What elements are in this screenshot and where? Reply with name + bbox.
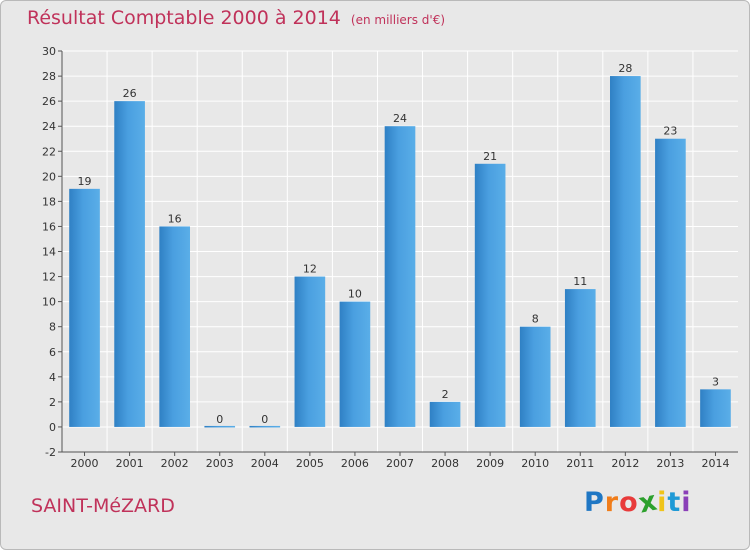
- bar: [384, 126, 416, 427]
- data-labels: 19 26 16 0 0 12 10 24 2 21 8 11 28 23 3: [78, 62, 719, 426]
- y-tick-label: 0: [49, 421, 56, 434]
- y-tick-label: 20: [42, 170, 56, 183]
- data-label: 2: [442, 388, 449, 401]
- logo-letter: t: [667, 487, 682, 518]
- commune-name: SAINT-MéZARD: [31, 495, 175, 517]
- x-tick-label: 2006: [341, 457, 369, 470]
- x-tick-label: 2004: [251, 457, 279, 470]
- y-tick-label: 30: [42, 45, 56, 58]
- x-tick-label: 2014: [701, 457, 729, 470]
- bar: [339, 301, 371, 427]
- logo-letter: i: [657, 487, 668, 518]
- data-label: 0: [261, 413, 268, 426]
- logo-letter: i: [681, 487, 692, 518]
- y-tick-label: 10: [42, 296, 56, 309]
- data-label: 10: [348, 288, 362, 301]
- logo-letter: r: [604, 487, 620, 518]
- y-tick-label: 16: [42, 220, 56, 233]
- bar: [159, 226, 190, 427]
- x-tick-label: 2005: [296, 457, 324, 470]
- data-label: 3: [712, 375, 719, 388]
- chart-title: Résultat Comptable 2000 à 2014 (en millie…: [27, 7, 445, 29]
- logo-letter: P: [584, 487, 605, 518]
- x-tick-label: 2000: [71, 457, 99, 470]
- data-label: 12: [303, 263, 317, 276]
- x-tick-label: 2013: [656, 457, 684, 470]
- data-label: 19: [78, 175, 92, 188]
- y-tick-label: 12: [42, 271, 56, 284]
- x-tick-label: 2009: [476, 457, 504, 470]
- y-tick-label: 18: [42, 195, 56, 208]
- x-tick-label: 2011: [566, 457, 594, 470]
- x-tick-label: 2010: [521, 457, 549, 470]
- logo-letter: o: [619, 487, 639, 518]
- y-tick-label: 14: [42, 246, 56, 259]
- y-tick-label: 2: [49, 396, 56, 409]
- proxiti-logo: Proxiti: [584, 485, 692, 519]
- data-label: 11: [573, 275, 587, 288]
- data-label: 26: [123, 87, 137, 100]
- x-tick-label: 2003: [206, 457, 234, 470]
- chart-subtitle: (en milliers d'€): [350, 13, 446, 27]
- y-tick-label: 8: [49, 321, 56, 334]
- bar: [69, 188, 100, 427]
- chart-title-text: Résultat Comptable 2000 à 2014: [27, 7, 341, 29]
- bar: [204, 425, 236, 428]
- y-tick-label: 26: [42, 95, 56, 108]
- bar: [474, 163, 506, 427]
- x-tick-label: 2007: [386, 457, 414, 470]
- bar: [429, 401, 461, 427]
- bars: [69, 76, 731, 428]
- x-tick-label: 2002: [161, 457, 189, 470]
- bar: [249, 425, 281, 428]
- x-tick-label: 2001: [116, 457, 144, 470]
- x-tick-label: 2008: [431, 457, 459, 470]
- bar: [700, 389, 731, 427]
- data-label: 8: [532, 313, 539, 326]
- y-tick-label: 24: [42, 120, 56, 133]
- bar: [564, 289, 596, 427]
- data-label: 24: [393, 112, 407, 125]
- y-tick-label: 22: [42, 145, 56, 158]
- bar: [294, 276, 326, 427]
- data-label: 16: [168, 212, 182, 225]
- x-tick-label: 2012: [611, 457, 639, 470]
- y-tick-label: 6: [49, 346, 56, 359]
- bar: [610, 76, 641, 427]
- y-tick-label: 28: [42, 70, 56, 83]
- y-tick-label: -2: [45, 446, 56, 459]
- data-label: 28: [618, 62, 632, 75]
- bar: [519, 326, 551, 427]
- bar: [655, 138, 686, 427]
- bar: [114, 101, 145, 427]
- y-tick-label: 4: [49, 371, 56, 384]
- data-label: 23: [663, 125, 677, 138]
- data-label: 0: [216, 413, 223, 426]
- data-label: 21: [483, 150, 497, 163]
